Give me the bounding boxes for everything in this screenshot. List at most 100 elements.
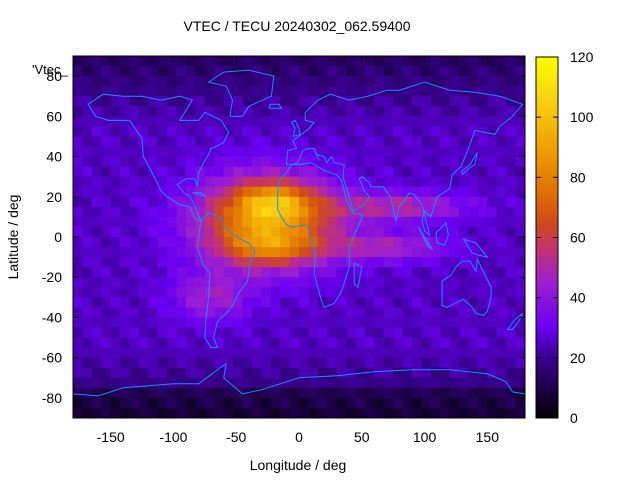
heatmap-cell — [515, 196, 525, 208]
heatmap-cell — [233, 267, 244, 278]
heatmap-cell — [261, 297, 272, 308]
heatmap-cell — [233, 317, 244, 329]
heatmap-cell — [487, 56, 498, 67]
heatmap-cell — [364, 116, 375, 127]
heatmap-cell — [430, 176, 441, 188]
heatmap-cell — [261, 176, 272, 188]
heatmap-cell — [289, 56, 300, 67]
heatmap-cell — [91, 136, 102, 148]
heatmap-cell — [242, 407, 253, 418]
heatmap-cell — [148, 216, 159, 228]
heatmap-cell — [223, 247, 234, 258]
heatmap-cell — [515, 226, 525, 238]
heatmap-cell — [242, 317, 253, 329]
heatmap-cell — [91, 297, 102, 308]
colorbar-tick-label: 120 — [570, 49, 594, 65]
heatmap-cell — [327, 86, 338, 97]
heatmap-cell — [289, 387, 300, 399]
heatmap-cell — [261, 397, 272, 409]
heatmap-cell — [73, 347, 84, 359]
heatmap-cell — [101, 357, 112, 369]
heatmap-cell — [299, 166, 310, 178]
heatmap-cell — [233, 277, 244, 288]
heatmap-cell — [515, 166, 525, 178]
heatmap-cell — [120, 297, 131, 308]
heatmap-cell — [440, 196, 451, 208]
heatmap-cell — [261, 237, 272, 248]
heatmap-cell — [195, 257, 206, 268]
heatmap-cell — [204, 66, 215, 77]
heatmap-cell — [364, 66, 375, 77]
heatmap-cell — [204, 126, 215, 138]
heatmap-cell — [468, 56, 479, 67]
heatmap-cell — [412, 206, 423, 218]
heatmap-cell — [459, 146, 470, 158]
heatmap-cell — [82, 106, 93, 117]
heatmap-cell — [138, 317, 149, 329]
heatmap-cell — [402, 176, 413, 188]
heatmap-cell — [412, 327, 423, 339]
heatmap-cells — [73, 56, 525, 418]
heatmap-cell — [487, 307, 498, 319]
heatmap-cell — [506, 257, 517, 268]
heatmap-cell — [204, 226, 215, 238]
heatmap-cell — [195, 86, 206, 97]
heatmap-cell — [412, 347, 423, 359]
heatmap-cell — [383, 277, 394, 288]
heatmap-cell — [364, 136, 375, 148]
heatmap-cell — [242, 277, 253, 288]
heatmap-cell — [308, 237, 319, 248]
heatmap-cell — [299, 357, 310, 369]
heatmap-cell — [204, 216, 215, 228]
heatmap-cell — [459, 307, 470, 319]
heatmap-cell — [73, 387, 84, 399]
heatmap-cell — [129, 247, 140, 258]
heatmap-cell — [157, 257, 168, 268]
heatmap-cell — [487, 66, 498, 77]
heatmap-cell — [317, 277, 328, 288]
heatmap-cell — [242, 206, 253, 218]
heatmap-cell — [327, 287, 338, 298]
heatmap-cell — [261, 257, 272, 268]
heatmap-cell — [148, 387, 159, 399]
heatmap-cell — [261, 367, 272, 379]
heatmap-cell — [487, 327, 498, 339]
heatmap-cell — [110, 96, 121, 107]
heatmap-cell — [412, 307, 423, 319]
heatmap-cell — [430, 297, 441, 308]
heatmap-cell — [261, 247, 272, 258]
heatmap-cell — [251, 196, 262, 208]
heatmap-cell — [430, 397, 441, 409]
heatmap-cell — [468, 156, 479, 168]
heatmap-cell — [73, 237, 84, 248]
heatmap-cell — [214, 387, 225, 399]
heatmap-cell — [496, 126, 507, 138]
heatmap-cell — [157, 166, 168, 178]
heatmap-cell — [487, 86, 498, 97]
heatmap-cell — [120, 237, 131, 248]
heatmap-cell — [251, 407, 262, 418]
heatmap-cell — [477, 146, 488, 158]
heatmap-cell — [148, 277, 159, 288]
heatmap-cell — [374, 237, 385, 248]
heatmap-cell — [101, 407, 112, 418]
heatmap-cell — [355, 387, 366, 399]
heatmap-cell — [299, 347, 310, 359]
heatmap-cell — [430, 307, 441, 319]
heatmap-cell — [73, 116, 84, 127]
heatmap-cell — [477, 297, 488, 308]
heatmap-cell — [186, 196, 197, 208]
heatmap-cell — [167, 287, 178, 298]
heatmap-cell — [430, 66, 441, 77]
heatmap-cell — [280, 247, 291, 258]
heatmap-cell — [129, 297, 140, 308]
heatmap-cell — [242, 257, 253, 268]
heatmap-cell — [327, 186, 338, 198]
heatmap-cell — [299, 327, 310, 339]
heatmap-cell — [289, 297, 300, 308]
heatmap-cell — [496, 277, 507, 288]
heatmap-cell — [195, 377, 206, 389]
heatmap-cell — [449, 297, 460, 308]
antarctica-coast — [73, 362, 525, 397]
heatmap-cell — [233, 307, 244, 319]
